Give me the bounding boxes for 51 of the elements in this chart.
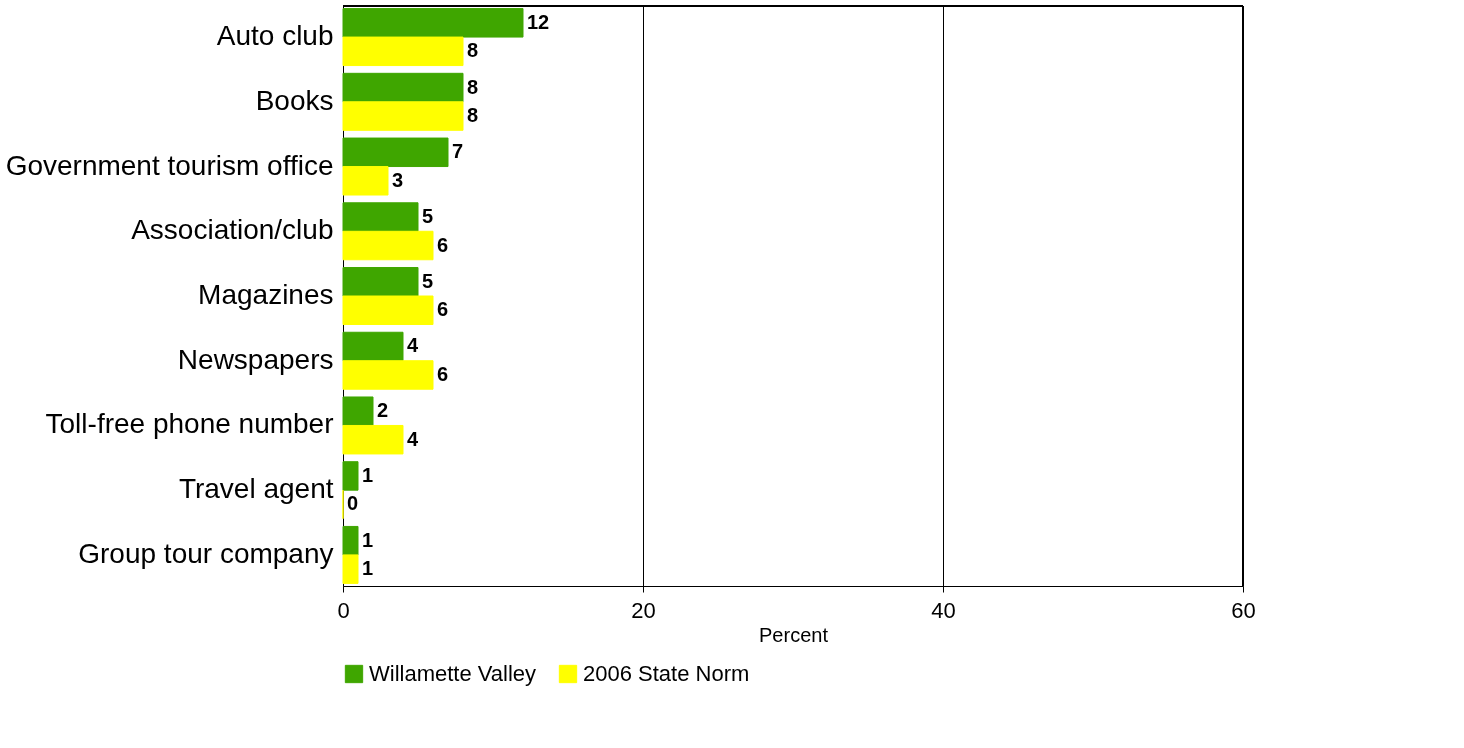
x-tick-label: 40	[931, 597, 956, 623]
x-axis-title: Percent	[759, 623, 829, 646]
data-label: 5	[422, 205, 434, 228]
data-label: 1	[362, 557, 374, 580]
y-tick-label: Association/club	[131, 214, 334, 246]
y-tick-label: Magazines	[198, 279, 334, 310]
bar	[342, 36, 464, 67]
x-tick-label: 60	[1231, 597, 1256, 623]
bar	[342, 525, 359, 556]
data-label: 3	[392, 168, 404, 191]
bar	[342, 166, 389, 196]
y-tick-label: Travel agent	[178, 473, 334, 505]
legend-label: 2006 State Norm	[583, 661, 750, 686]
legend-label: Willamette Valley	[369, 661, 537, 686]
y-tick-label: Government tourism office	[5, 149, 334, 181]
bar	[342, 230, 434, 261]
data-label: 7	[452, 140, 464, 163]
bar	[342, 202, 419, 232]
bar	[342, 72, 464, 103]
y-tick-label: Auto club	[216, 20, 334, 52]
data-label: 12	[527, 10, 550, 33]
data-label: 4	[407, 334, 419, 357]
data-label: 6	[437, 362, 449, 385]
x-tick-label: 0	[337, 597, 350, 623]
data-label: 1	[362, 463, 374, 486]
bar	[342, 396, 374, 426]
y-tick-label: Group tour company	[78, 537, 334, 569]
data-label: 8	[467, 104, 479, 127]
data-label: 6	[437, 298, 449, 321]
bar	[342, 331, 404, 362]
data-label: 8	[467, 75, 479, 98]
bar	[342, 424, 404, 455]
bar	[342, 267, 419, 297]
bar	[342, 360, 434, 390]
data-label: 1	[362, 528, 374, 551]
data-label: 2	[377, 399, 389, 422]
bar	[342, 461, 359, 491]
data-label: 8	[467, 39, 479, 62]
y-tick-label: Books	[255, 84, 334, 116]
bar	[342, 101, 464, 131]
data-label: 6	[437, 233, 449, 256]
data-label: 4	[407, 427, 419, 450]
bar	[342, 554, 359, 584]
bar	[342, 8, 524, 38]
x-tick-label: 20	[631, 597, 656, 623]
bar	[342, 295, 434, 325]
data-label: 0	[347, 492, 359, 515]
data-label: 5	[422, 269, 434, 292]
y-tick-label: Newspapers	[177, 343, 334, 375]
bar	[342, 137, 449, 168]
y-tick-label: Toll-free phone number	[45, 408, 334, 440]
